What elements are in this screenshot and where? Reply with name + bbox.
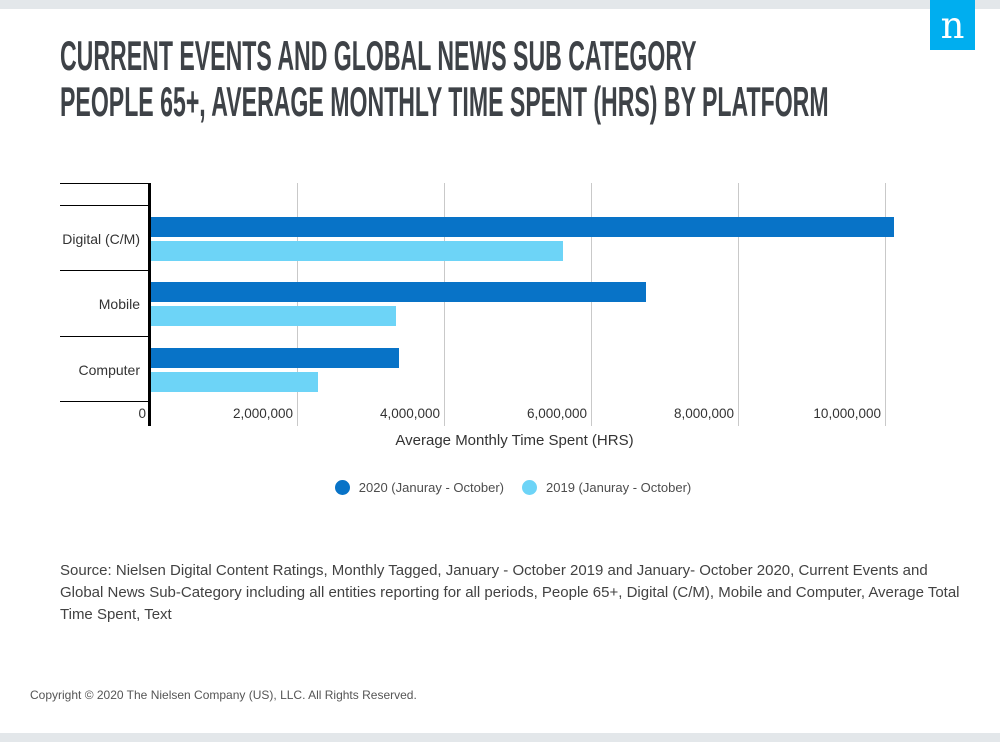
x-tick-label: 4,000,000 bbox=[379, 406, 440, 421]
legend-label: 2020 (Januray - October) bbox=[358, 480, 504, 495]
chart-title: CURRENT EVENTS AND GLOBAL NEWS SUB CATEG… bbox=[60, 33, 1000, 125]
category-tick-line bbox=[60, 270, 150, 271]
copyright-note: Copyright © 2020 The Nielsen Company (US… bbox=[30, 688, 417, 702]
category-label: Digital (C/M) bbox=[62, 231, 140, 247]
x-gridline bbox=[444, 183, 445, 426]
x-gridline bbox=[885, 183, 886, 426]
bar-mobile-2019 bbox=[151, 306, 396, 326]
legend-item: 2020 (Januray - October) bbox=[334, 480, 504, 495]
chart-title-line-1: CURRENT EVENTS AND GLOBAL NEWS SUB CATEG… bbox=[60, 32, 697, 79]
nielsen-logo: n bbox=[930, 0, 975, 50]
x-gridline bbox=[297, 183, 298, 426]
y-axis-line bbox=[148, 183, 151, 426]
nielsen-logo-letter: n bbox=[940, 4, 965, 47]
legend-label: 2019 (Januray - October) bbox=[546, 480, 692, 495]
category-tick-line bbox=[60, 336, 150, 337]
category-label: Mobile bbox=[98, 296, 140, 312]
legend-item: 2019 (Januray - October) bbox=[522, 480, 691, 495]
category-label: Computer bbox=[78, 362, 140, 378]
chart-title-line-2: PEOPLE 65+, AVERAGE MONTHLY TIME SPENT (… bbox=[60, 78, 829, 125]
bar-computer-2019 bbox=[151, 372, 318, 392]
category-tick-line bbox=[60, 183, 150, 184]
legend-dot-icon bbox=[522, 480, 537, 495]
legend-dot-icon bbox=[334, 480, 350, 495]
category-tick-line bbox=[60, 401, 150, 402]
x-tick-label: 2,000,000 bbox=[232, 406, 293, 421]
bar-digital-c-m-2020 bbox=[151, 217, 894, 237]
chart-legend: 2020 (Januray - October) 2019 (Januray - … bbox=[0, 480, 1000, 495]
x-axis-title: Average Monthly Time Spent (HRS) bbox=[395, 432, 634, 449]
bottom-divider-strip bbox=[0, 733, 1000, 742]
category-tick-line bbox=[60, 205, 150, 206]
x-gridline bbox=[591, 183, 592, 426]
x-tick-label: 8,000,000 bbox=[673, 406, 734, 421]
bar-digital-c-m-2019 bbox=[151, 241, 563, 261]
x-tick-label: 6,000,000 bbox=[526, 406, 587, 421]
bar-computer-2020 bbox=[151, 348, 399, 368]
x-tick-label: 10,000,000 bbox=[813, 406, 881, 421]
x-tick-label: 0 bbox=[138, 406, 146, 421]
x-gridline bbox=[738, 183, 739, 426]
top-divider-strip bbox=[0, 0, 1000, 9]
bar-mobile-2020 bbox=[151, 282, 646, 302]
bar-chart-plot-area: 0 2,000,000 4,000,000 6,000,000 8,000,000 10,… bbox=[60, 183, 969, 426]
source-note: Source: Nielsen Digital Content Ratings,… bbox=[60, 562, 960, 623]
